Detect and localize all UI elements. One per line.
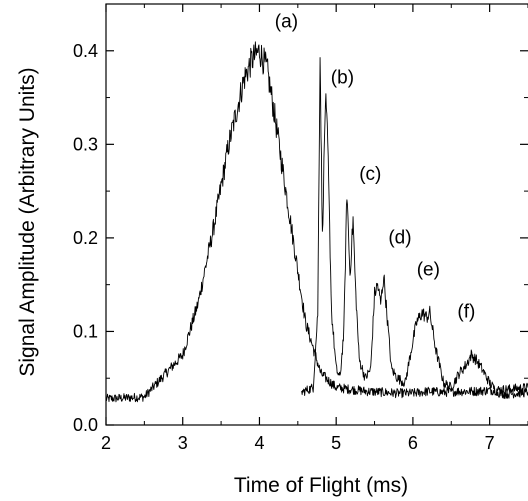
- peak-label: (d): [388, 228, 411, 249]
- trace-line-2: [301, 57, 528, 400]
- peak-label: (f): [457, 301, 475, 322]
- x-axis: 2 3 4 5 6 7: [101, 4, 528, 453]
- y-tick-label: 0.4: [73, 41, 98, 61]
- peak-label: (e): [417, 259, 440, 280]
- annotation-layer: (a) (b) (c) (d) (e) (f): [275, 11, 476, 322]
- x-tick-label: 3: [178, 433, 188, 453]
- y-tick-label: 0.0: [73, 415, 98, 435]
- peak-label: (a): [275, 11, 298, 32]
- series-layer: [105, 41, 528, 403]
- peak-label: (b): [331, 68, 354, 89]
- trace-line-1: [105, 41, 528, 403]
- y-tick-label: 0.1: [73, 321, 98, 341]
- y-tick-label: 0.2: [73, 228, 98, 248]
- y-axis-title: Signal Amplitude (Arbitrary Units): [16, 67, 39, 376]
- x-tick-label: 7: [485, 433, 495, 453]
- x-tick-label: 5: [331, 433, 341, 453]
- x-tick-label: 6: [408, 433, 418, 453]
- x-tick-label: 2: [101, 433, 111, 453]
- x-tick-label: 4: [254, 433, 264, 453]
- x-axis-title: Time of Flight (ms): [234, 474, 408, 497]
- plot-frame: [105, 3, 528, 426]
- peak-label: (c): [359, 164, 381, 185]
- y-tick-label: 0.3: [73, 134, 98, 154]
- y-axis: 0.0 0.1 0.2 0.3 0.4: [73, 3, 528, 435]
